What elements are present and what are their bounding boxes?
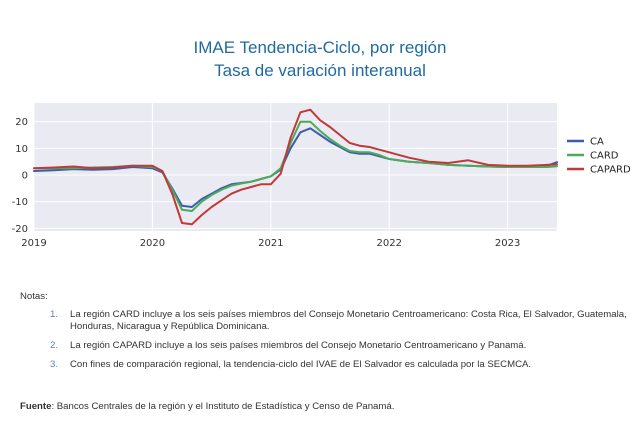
series-lines: [33, 108, 558, 226]
legend-label: CAPARD: [590, 165, 631, 176]
source-text: : Bancos Centrales de la región y el Ins…: [51, 401, 395, 412]
note-text: La región CAPARD incluye a los seis país…: [70, 340, 527, 351]
note-number: 1.: [49, 309, 58, 320]
x-tick-label: 2020: [140, 238, 165, 249]
y-tick-label: 10: [15, 144, 28, 155]
note-text: Con fines de comparación regional, la te…: [70, 359, 532, 370]
y-tick-label: -20: [12, 224, 28, 235]
note-item: 2. La región CAPARD incluye a los seis p…: [20, 340, 632, 352]
legend-label: CA: [590, 137, 604, 148]
x-axis-ticks: 2019 2020 2021 2022 2023: [21, 238, 520, 249]
note-text: La región CARD incluye a los seis países…: [70, 309, 627, 332]
series-line-capard: [33, 108, 558, 226]
legend: CA CARD CAPARD: [567, 137, 631, 176]
x-tick-label: 2022: [377, 238, 402, 249]
chart-subtitle: Tasa de variación interanual: [214, 61, 426, 80]
source-line: Fuente: Bancos Centrales de la región y …: [20, 401, 394, 412]
x-tick-label: 2019: [21, 238, 46, 249]
y-tick-label: 0: [22, 171, 28, 182]
note-number: 2.: [49, 340, 58, 351]
note-number: 3.: [49, 359, 58, 370]
x-tick-label: 2023: [495, 238, 520, 249]
chart-title: IMAE Tendencia-Ciclo, por región: [193, 38, 447, 57]
note-item: 3. Con fines de comparación regional, la…: [20, 359, 632, 371]
x-tick-label: 2021: [258, 238, 283, 249]
source-label: Fuente: [20, 401, 52, 412]
notes-section: Notas: 1. La región CARD incluye a los s…: [20, 291, 632, 378]
y-axis-ticks: 20 10 0 -10 -20: [12, 117, 28, 235]
notes-heading: Notas:: [20, 291, 48, 302]
note-item: 1. La región CARD incluye a los seis paí…: [20, 309, 632, 333]
y-tick-label: -10: [12, 197, 28, 208]
y-tick-label: 20: [15, 117, 28, 128]
legend-label: CARD: [590, 151, 619, 162]
